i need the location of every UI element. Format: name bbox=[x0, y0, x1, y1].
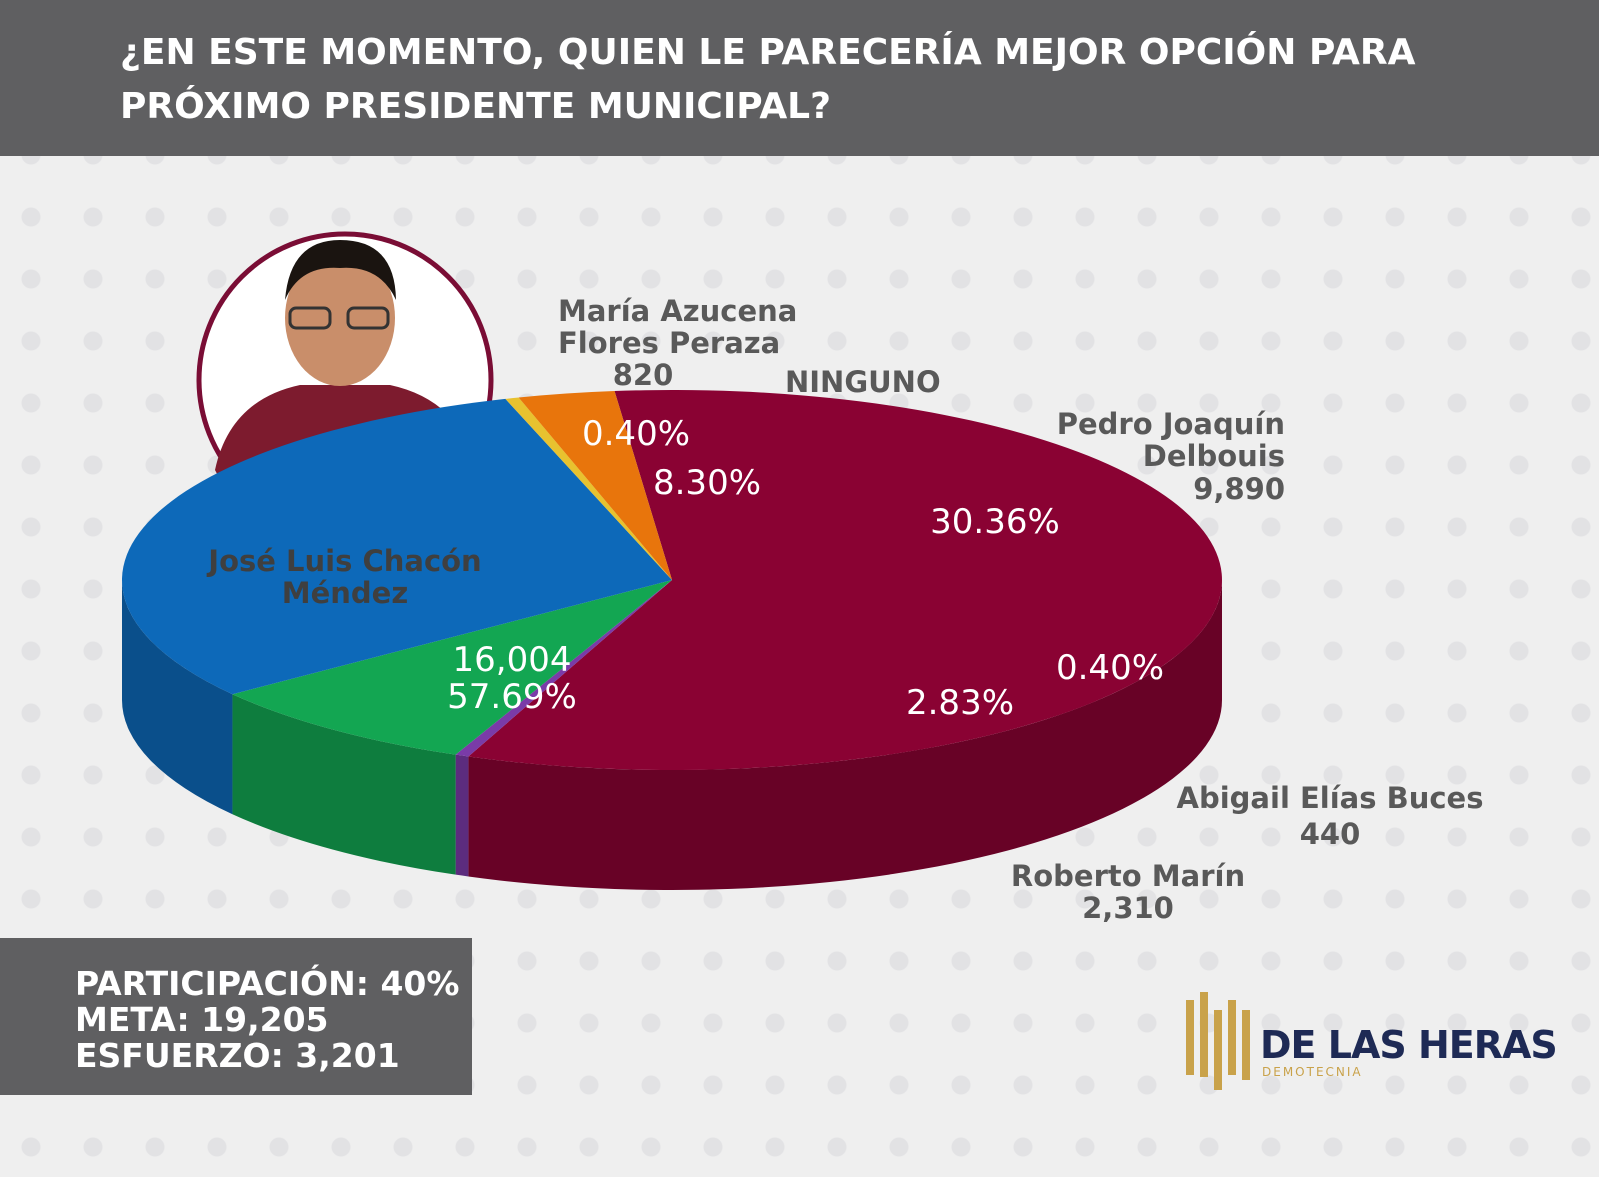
count-label: 2,310 bbox=[1082, 891, 1174, 925]
slice-side bbox=[468, 580, 1222, 890]
category-label: NINGUNO bbox=[785, 365, 941, 399]
category-label: Roberto Marín bbox=[1010, 859, 1246, 893]
percent-label: 57.69% bbox=[447, 677, 577, 717]
percent-label: 0.40% bbox=[1055, 648, 1165, 688]
category-label: Abigail Elías Buces bbox=[1176, 781, 1484, 815]
header: ¿EN ESTE MOMENTO, QUIEN LE PARECERÍA MEJ… bbox=[0, 0, 1599, 156]
category-label: José Luis Chacón Méndez bbox=[208, 544, 482, 610]
slice-side bbox=[122, 580, 233, 815]
count-label: 16,004 bbox=[452, 640, 572, 680]
logo-mark bbox=[1186, 992, 1250, 1090]
percent-label: 30.36% bbox=[930, 502, 1060, 542]
stat: META: 19,205 bbox=[75, 1000, 329, 1039]
slice bbox=[505, 397, 672, 580]
percent-label: 2.83% bbox=[905, 683, 1015, 723]
slice bbox=[455, 580, 672, 757]
slice bbox=[232, 580, 672, 755]
stat: PARTICIPACIÓN: 40% bbox=[75, 964, 460, 1003]
slice bbox=[468, 390, 1222, 770]
count-label: 820 bbox=[612, 358, 674, 392]
stats-box: PARTICIPACIÓN: 40% META: 19,205 ESFUERZO… bbox=[0, 938, 472, 1095]
logo-tagline: DEMOTECNIA bbox=[1262, 1065, 1363, 1079]
percent-label: 8.30% bbox=[652, 463, 762, 503]
category-label: María Azucena Flores Peraza bbox=[558, 294, 798, 360]
slice-side bbox=[232, 694, 456, 875]
percent-label: 0.40% bbox=[581, 414, 691, 454]
slice bbox=[518, 391, 672, 580]
title: ¿EN ESTE MOMENTO, QUIEN LE PARECERÍA MEJ… bbox=[120, 32, 1416, 127]
slice bbox=[121, 398, 672, 695]
slice-side bbox=[455, 754, 469, 877]
count-label: 440 bbox=[1299, 817, 1361, 851]
stat: ESFUERZO: 3,201 bbox=[75, 1036, 400, 1075]
category-label: Pedro Joaquín Delbouis bbox=[1056, 407, 1285, 473]
logo-name: DE LAS HERAS bbox=[1260, 1023, 1558, 1067]
count-label: 9,890 bbox=[1193, 472, 1285, 506]
